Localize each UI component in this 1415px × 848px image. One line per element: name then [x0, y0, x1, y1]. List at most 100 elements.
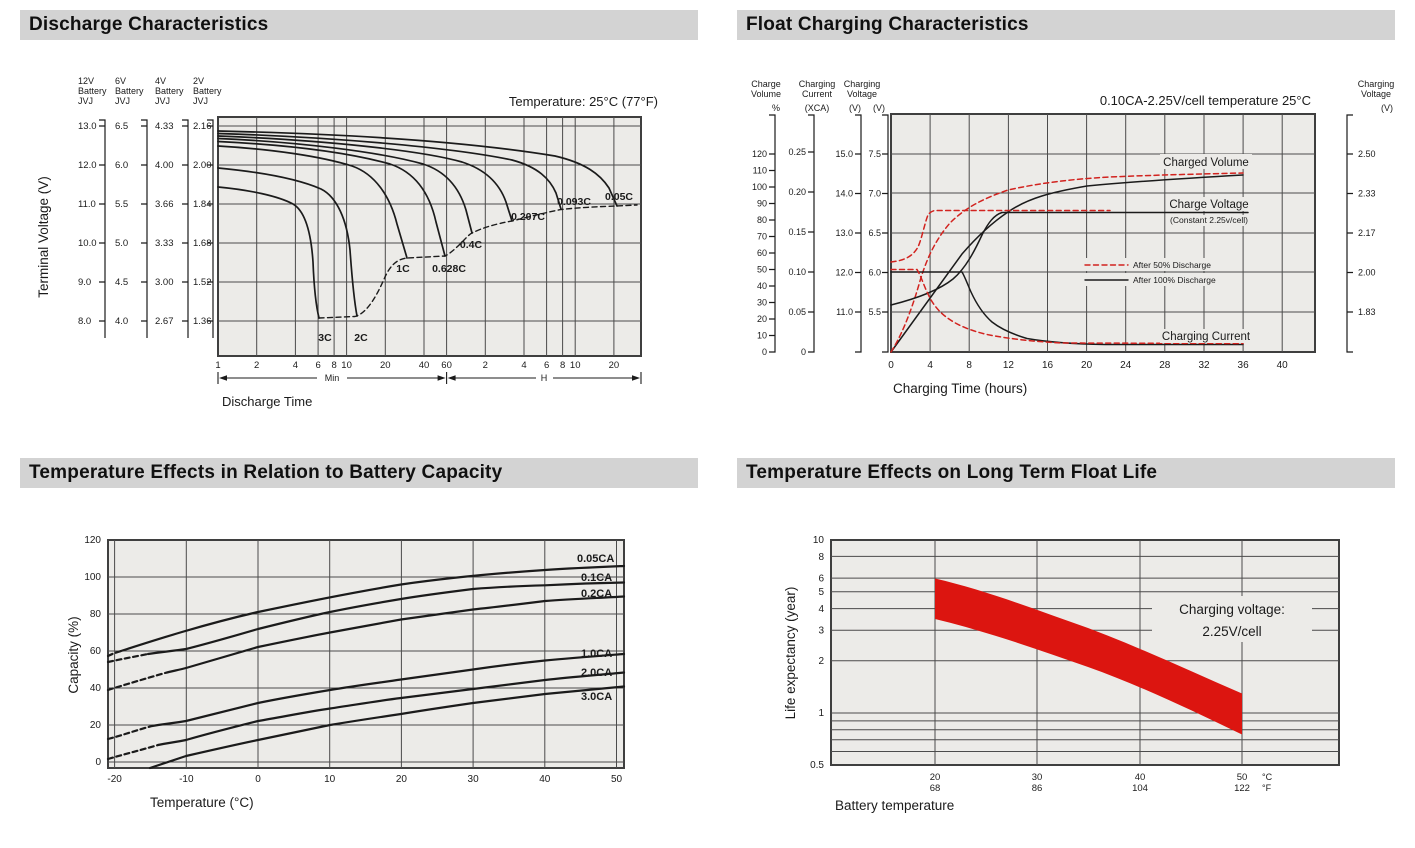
xtick: 8 [331, 360, 336, 371]
unit-celsius: °C [1262, 772, 1273, 782]
tick: 12.0 [78, 160, 97, 171]
tick: 20 [757, 314, 767, 324]
float-axis-brackets [769, 114, 1353, 353]
curve-1.0CA-dashed [106, 724, 154, 741]
v6-unit: (V) [873, 103, 885, 113]
tick: 15.0 [835, 149, 853, 159]
float-current-ticks: 0.25 0.20 0.15 0.10 0.05 0 [788, 147, 806, 357]
capacity-y-ticks: 120 100 80 60 40 20 0 [84, 535, 101, 768]
float-life-x-ticks: 20 68 30 86 40 104 50 122 [930, 772, 1250, 794]
ytick: 0.5 [810, 760, 824, 771]
header-float-life: Temperature Effects on Long Term Float L… [737, 458, 1395, 488]
xtick: 0 [888, 360, 894, 371]
tick: 1.52 [193, 277, 212, 288]
ytick: 10 [813, 535, 825, 546]
float-voltage-ticks: 15.0 14.0 13.0 12.0 11.0 [835, 149, 853, 317]
xtick: 2 [254, 360, 259, 371]
tick: 2.67 [155, 316, 174, 327]
tick: 5.0 [115, 238, 128, 249]
xtick: 32 [1198, 360, 1210, 371]
float-life-annotation: Charging voltage: 2.25V/cell [1152, 596, 1312, 642]
tick: 3.00 [155, 277, 174, 288]
volt-unit: (V) [849, 103, 861, 113]
ytick: 6 [818, 574, 824, 585]
float-x-ticks: 0 4 8 12 16 20 24 28 32 36 40 [888, 360, 1288, 371]
tick: 6.0 [115, 160, 128, 171]
temp-capacity-chart: 120 100 80 60 40 20 0 -20 -10 0 10 20 30… [66, 535, 626, 810]
xtick: 20 [380, 360, 391, 371]
tick: 0.10 [788, 267, 806, 277]
curve-0.4C [217, 137, 473, 234]
xtick: 16 [1042, 360, 1054, 371]
float-life-xlabel: Battery temperature [835, 798, 954, 813]
ytick: 100 [84, 572, 101, 583]
tick: 50 [757, 265, 767, 275]
tick: 4.00 [155, 160, 174, 171]
cur-h1: Charging [799, 79, 836, 89]
tick: 11.0 [78, 199, 96, 210]
discharge-xlabel: Discharge Time [222, 394, 312, 409]
tick: 7.0 [868, 189, 881, 199]
tick: 2.16 [193, 121, 212, 132]
cutoff-voltage-dashed-curve [318, 204, 638, 319]
float-life-y-ticks: 10 8 6 5 4 3 2 1 0.5 [810, 535, 824, 771]
xtick: -10 [179, 774, 194, 785]
tick: 1.68 [193, 238, 212, 249]
axis4-h3: JVJ [155, 96, 170, 106]
tick: 0.05 [788, 307, 806, 317]
xtick: 2 [483, 360, 488, 371]
tick: 8.0 [78, 316, 91, 327]
xtick: 10 [341, 360, 352, 371]
curve-3.0CA [148, 685, 626, 770]
label-3C: 3C [318, 332, 332, 344]
axis6-h1: 6V [115, 76, 126, 86]
charge-voltage-100-curve [890, 211, 1249, 306]
axis2-h2: Battery [193, 86, 222, 96]
ytick: 8 [818, 552, 824, 563]
float-right-ticks: 2.50 2.33 2.17 2.00 1.83 [1358, 149, 1376, 317]
axis6-h2: Battery [115, 86, 144, 96]
min-range-label: Min [325, 373, 340, 383]
curve-2C [217, 167, 358, 317]
curve-0.05CA [119, 564, 626, 653]
xtick: 10 [570, 360, 581, 371]
unit-fahrenheit: °F [1262, 783, 1272, 793]
discharge-gridlines [218, 117, 641, 356]
tick: 5.5 [868, 307, 881, 317]
float-charging-chart: Charge Volume % Charging Current (XCA) C… [751, 79, 1394, 396]
label-2.0CA: 2.0CA [581, 667, 612, 679]
label-1.0CA: 1.0CA [581, 648, 612, 660]
xtick: 6 [544, 360, 549, 371]
float-gridlines [891, 114, 1315, 352]
xtick: 4 [927, 360, 933, 371]
charging-voltage-annotation-line2: 2.25V/cell [1202, 624, 1261, 639]
charge-voltage-50-curve [890, 209, 1111, 263]
ytick: 0 [95, 757, 101, 768]
tick: 90 [757, 199, 767, 209]
ytick: 60 [90, 646, 102, 657]
capacity-ylabel: Capacity (%) [66, 616, 81, 693]
tick: 4.5 [115, 277, 128, 288]
label-3.0CA: 3.0CA [581, 691, 612, 703]
tick: 1.84 [193, 199, 212, 210]
tick: 0.25 [788, 147, 806, 157]
tick: 2.50 [1358, 149, 1376, 159]
xtick-c: 50 [1237, 772, 1248, 783]
tick: 2.17 [1358, 228, 1376, 238]
axis6-h3: JVJ [115, 96, 130, 106]
curve-0.1CA-dashed [106, 652, 150, 664]
vol-h2: Volume [751, 89, 781, 99]
curve-3C [217, 186, 320, 319]
vol-unit: % [772, 103, 780, 113]
tick: 13.0 [78, 121, 97, 132]
capacity-curves [106, 564, 626, 770]
discharge-temp-note: Temperature: 25°C (77°F) [509, 94, 658, 109]
header-temp-capacity: Temperature Effects in Relation to Batte… [20, 458, 698, 488]
xtick: 10 [324, 774, 336, 785]
tick: 2.00 [193, 160, 212, 171]
tick: 10 [757, 331, 767, 341]
xtick-c: 40 [1135, 772, 1146, 783]
xtick-f: 122 [1234, 783, 1250, 794]
xtick: 40 [419, 360, 430, 371]
